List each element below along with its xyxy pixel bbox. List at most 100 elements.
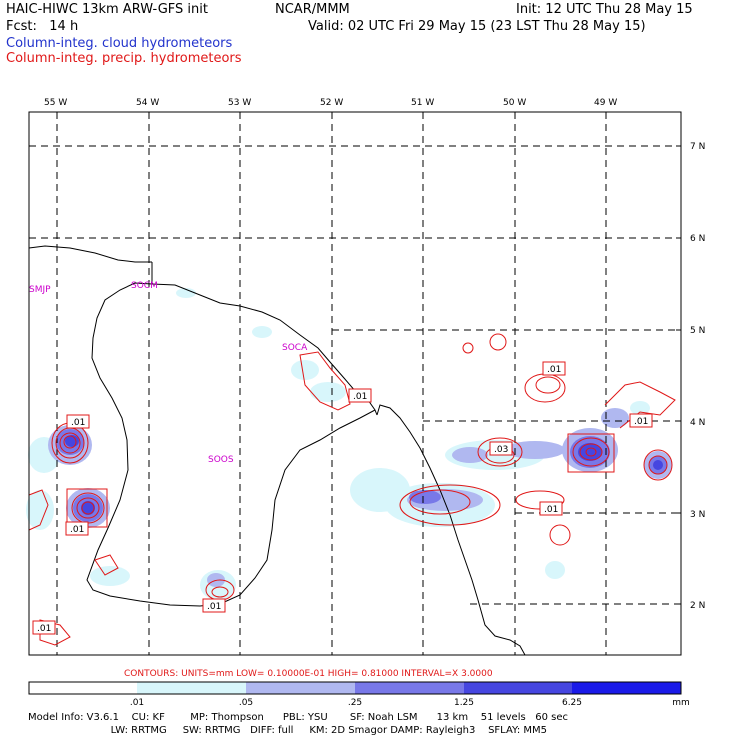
- precip-contours: [28, 333, 676, 646]
- coastlines: [28, 245, 526, 656]
- cloud-area: [176, 288, 196, 298]
- lon-label: 55 W: [44, 98, 67, 108]
- colorbar-segment: [137, 682, 246, 694]
- colorbar-unit: mm: [672, 698, 690, 708]
- precip-contour: [535, 376, 561, 394]
- station-label: SOOS: [208, 455, 234, 465]
- precip-contour: [211, 586, 229, 598]
- cloud-area: [630, 401, 650, 415]
- latitude-labels: 7 N 6 N 5 N 4 N 3 N 2 N: [690, 142, 705, 611]
- contours-info: CONTOURS: UNITS=mm LOW= 0.10000E-01 HIGH…: [124, 669, 493, 679]
- colorbar-segment: [29, 682, 137, 694]
- model-info-line1: Model Info: V3.6.1 CU: KF MP: Thompson P…: [28, 712, 568, 723]
- colorbar-tick: .05: [239, 698, 253, 708]
- lon-label: 54 W: [136, 98, 159, 108]
- lat-label: 5 N: [690, 326, 705, 336]
- lat-label: 4 N: [690, 418, 705, 428]
- plot-frame: [28, 111, 682, 656]
- cloud-area: [81, 501, 95, 515]
- colorbar-tick: 6.25: [562, 698, 582, 708]
- organization: NCAR/MMM: [275, 2, 350, 17]
- precip-contour: [462, 342, 474, 354]
- cloud-area: [26, 490, 54, 530]
- colorbar-segment: [246, 682, 355, 694]
- contour-label: .01: [547, 365, 561, 375]
- lon-label: 53 W: [228, 98, 251, 108]
- longitude-labels: 55 W 54 W 53 W 52 W 51 W 50 W 49 W: [44, 98, 617, 108]
- precip-contour: [409, 489, 471, 515]
- grid-lines: [29, 112, 681, 655]
- precip-contour: [63, 435, 77, 449]
- precip-contour: [399, 484, 501, 526]
- precip-contour: [572, 437, 610, 467]
- colorbar-segment: [572, 682, 681, 694]
- contour-label: .01: [207, 602, 221, 612]
- lat-label: 6 N: [690, 234, 705, 244]
- border: [86, 282, 376, 607]
- cloud-area: [310, 382, 346, 402]
- contour-label: .01: [353, 392, 367, 402]
- precip-contour: [299, 351, 351, 411]
- station-labels: SMJP SOCM SOCA SOOS: [29, 281, 308, 465]
- lon-label: 51 W: [411, 98, 434, 108]
- model-info-line2: LW: RRTMG SW: RRTMG DIFF: full KM: 2D Sm…: [28, 725, 547, 736]
- cloud-area: [409, 490, 441, 504]
- precip-contour: [94, 554, 119, 576]
- precip-contour: [477, 437, 523, 467]
- precip-contour: [604, 381, 676, 429]
- station-label: SOCA: [282, 343, 308, 353]
- forecast-hour: Fcst: 14 h: [6, 19, 79, 34]
- cloud-area: [601, 408, 629, 428]
- precip-contour: [585, 447, 597, 457]
- colorbar: .01 .05 .25 1.25 6.25 mm: [28, 681, 690, 708]
- cloud-area: [545, 561, 565, 579]
- contour-label: .01: [70, 525, 84, 535]
- colorbar-tick: .01: [130, 698, 144, 708]
- valid-time: Valid: 02 UTC Fri 29 May 15 (23 LST Thu …: [308, 19, 646, 34]
- cloud-area: [653, 460, 663, 470]
- colorbar-segment: [355, 682, 464, 694]
- cloud-area: [452, 447, 488, 463]
- cloud-area: [291, 360, 319, 380]
- colorbar-tick: .25: [348, 698, 362, 708]
- init-time: Init: 12 UTC Thu 28 May 15: [516, 2, 693, 17]
- lon-label: 49 W: [594, 98, 617, 108]
- precip-contour: [567, 433, 615, 473]
- contour-label: .01: [544, 505, 558, 515]
- border: [376, 404, 526, 656]
- station-label: SOCM: [131, 281, 158, 291]
- station-label: SMJP: [29, 285, 51, 295]
- contour-labels: .01 .01 .01 .01 .03 .01 .01 .01 .01: [32, 361, 653, 635]
- lat-label: 3 N: [690, 510, 705, 520]
- contour-label: .01: [71, 418, 85, 428]
- cloud-shading: [26, 288, 672, 600]
- contour-label: .03: [494, 445, 508, 455]
- contour-label: .01: [634, 417, 648, 427]
- legend-cloud: Column-integ. cloud hydrometeors: [6, 36, 233, 51]
- cloud-area: [252, 326, 272, 338]
- lon-label: 52 W: [320, 98, 343, 108]
- right-ticks: [676, 145, 681, 605]
- precip-contour: [579, 443, 603, 461]
- precip-contour: [643, 449, 673, 481]
- precip-contour: [549, 524, 571, 546]
- precip-contour: [59, 432, 81, 454]
- precip-contour: [489, 333, 507, 351]
- lat-label: 2 N: [690, 601, 705, 611]
- precip-contour: [39, 619, 71, 646]
- plot-title: HAIC-HIWC 13km ARW-GFS init: [6, 2, 208, 17]
- coastline: [28, 245, 152, 263]
- colorbar-tick: 1.25: [454, 698, 474, 708]
- colorbar-segment: [464, 682, 572, 694]
- cloud-area: [578, 443, 602, 461]
- precip-contour: [81, 501, 95, 515]
- cloud-area: [90, 566, 130, 586]
- contour-label: .01: [37, 624, 51, 634]
- precip-contour: [28, 489, 49, 531]
- lat-label: 7 N: [690, 142, 705, 152]
- lon-label: 50 W: [503, 98, 526, 108]
- legend-precip: Column-integ. precip. hydrometeors: [6, 51, 242, 66]
- precip-contour: [76, 497, 100, 519]
- precip-contour: [648, 455, 668, 475]
